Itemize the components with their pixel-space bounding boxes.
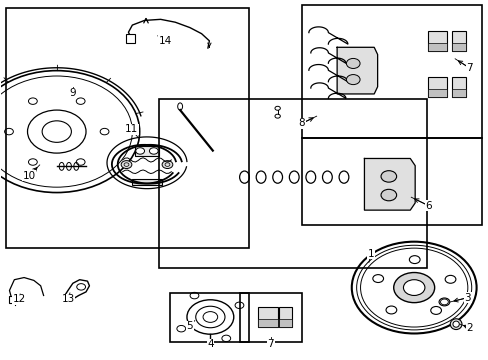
Ellipse shape (289, 171, 299, 183)
Text: 5: 5 (186, 321, 193, 331)
Text: 1: 1 (367, 248, 374, 258)
Bar (159, 99, 427, 268)
Ellipse shape (305, 171, 315, 183)
Ellipse shape (207, 341, 212, 345)
Bar (451, 89, 465, 96)
Ellipse shape (239, 171, 249, 183)
Ellipse shape (346, 58, 359, 68)
Circle shape (430, 306, 441, 314)
Text: 13: 13 (61, 294, 75, 304)
Circle shape (444, 275, 455, 283)
Ellipse shape (274, 114, 280, 118)
Ellipse shape (272, 171, 282, 183)
Bar (126, 34, 135, 43)
Text: 9: 9 (69, 88, 76, 98)
Ellipse shape (380, 189, 396, 201)
Circle shape (177, 325, 185, 332)
Text: 12: 12 (13, 294, 26, 304)
Ellipse shape (346, 75, 359, 85)
Circle shape (149, 148, 158, 154)
Bar (427, 43, 446, 51)
Polygon shape (364, 158, 414, 210)
Ellipse shape (274, 106, 280, 110)
Bar (427, 77, 446, 96)
Circle shape (190, 292, 199, 299)
Text: 7: 7 (466, 63, 472, 73)
Bar (9, 296, 21, 303)
Circle shape (440, 299, 447, 305)
Circle shape (235, 302, 244, 309)
Polygon shape (336, 47, 377, 94)
Ellipse shape (322, 171, 331, 183)
Bar (302, 138, 482, 225)
Text: 8: 8 (298, 118, 305, 128)
Bar (278, 319, 292, 327)
Bar (451, 77, 465, 96)
Bar (258, 307, 277, 327)
Ellipse shape (438, 298, 449, 306)
Text: 4: 4 (206, 339, 213, 349)
Circle shape (136, 148, 144, 154)
Circle shape (408, 256, 419, 264)
Text: 2: 2 (466, 323, 472, 333)
Bar (427, 31, 446, 51)
Circle shape (222, 335, 230, 342)
Ellipse shape (452, 321, 458, 327)
Ellipse shape (449, 319, 461, 329)
Text: 11: 11 (124, 124, 138, 134)
Circle shape (372, 275, 383, 283)
Circle shape (385, 306, 396, 314)
Text: 14: 14 (159, 36, 172, 46)
Text: 7: 7 (267, 339, 274, 349)
Text: 6: 6 (425, 201, 431, 211)
Bar (451, 43, 465, 51)
Bar (278, 307, 292, 327)
Bar (451, 31, 465, 51)
Bar (258, 319, 277, 327)
Ellipse shape (380, 171, 396, 182)
Bar (135, 146, 158, 156)
Bar (5, 8, 249, 248)
Ellipse shape (256, 171, 265, 183)
Circle shape (393, 273, 434, 303)
Text: 3: 3 (464, 293, 470, 303)
Bar (427, 89, 446, 96)
Circle shape (403, 280, 424, 296)
Bar (170, 293, 249, 342)
Bar (239, 293, 302, 342)
Circle shape (121, 161, 132, 168)
Circle shape (162, 161, 172, 168)
Bar (132, 179, 161, 185)
Text: 10: 10 (22, 171, 36, 181)
Bar (302, 5, 482, 138)
Ellipse shape (338, 171, 348, 183)
